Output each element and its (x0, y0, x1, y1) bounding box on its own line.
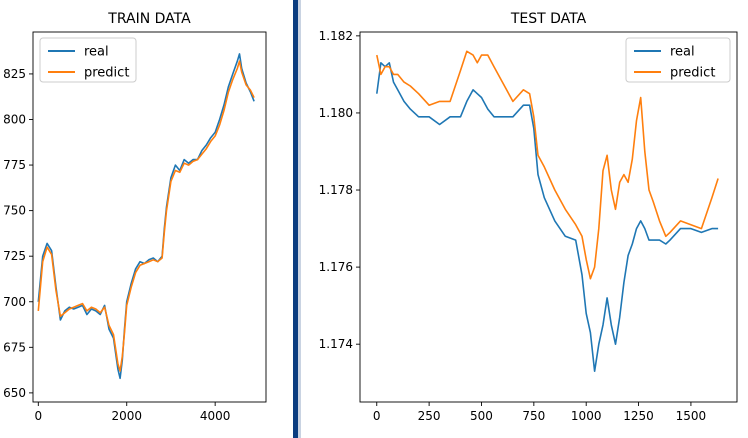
test-data-chart: TEST DATA 0 250 500 750 1000 1250 1500 1.174 1.17… (319, 11, 738, 423)
legend-label-predict: predict (84, 66, 129, 81)
legend-label-predict: predict (670, 66, 715, 81)
legend-label-real: real (84, 45, 109, 60)
x-tick-label: 0 (34, 409, 42, 423)
x-tick-label: 2000 (111, 409, 142, 423)
legend: real predict (625, 37, 731, 83)
y-tick-label: 650 (3, 386, 26, 400)
y-tick-label: 775 (3, 158, 26, 172)
x-tick-label: 4000 (200, 409, 231, 423)
x-tick-label: 750 (522, 409, 545, 423)
chart-title: TRAIN DATA (107, 11, 191, 27)
x-tick-label: 1000 (571, 409, 602, 423)
axes-frame (32, 31, 267, 403)
y-tick-label: 700 (3, 295, 26, 309)
x-tick-label: 1500 (676, 409, 707, 423)
x-tick-label: 500 (470, 409, 493, 423)
x-tick-label: 1250 (623, 409, 654, 423)
series-line-predict (37, 60, 255, 372)
y-tick-label: 800 (3, 112, 26, 126)
panel-divider-shadow (298, 0, 301, 438)
y-tick-label: 675 (3, 340, 26, 354)
panel-divider[interactable] (293, 0, 298, 438)
train-data-chart: TRAIN DATA 0 2000 4000 650 675 700 725 750 775 800… (3, 11, 267, 423)
y-tick-label: 725 (3, 249, 26, 263)
legend-label-real: real (670, 45, 695, 60)
y-tick-label: 825 (3, 67, 26, 81)
x-tick-label: 0 (373, 409, 381, 423)
y-tick-label: 1.182 (319, 29, 353, 43)
legend: real predict (39, 37, 137, 83)
chart-title: TEST DATA (510, 11, 587, 27)
axes-frame (359, 31, 738, 403)
series-line-real (37, 53, 255, 380)
y-tick-label: 750 (3, 204, 26, 218)
series-line-real (376, 61, 719, 373)
y-tick-label: 1.174 (319, 337, 353, 351)
y-tick-label: 1.180 (319, 106, 353, 120)
y-tick-label: 1.176 (319, 260, 353, 274)
series-line-predict (376, 50, 719, 280)
x-tick-label: 250 (418, 409, 441, 423)
y-tick-label: 1.178 (319, 183, 353, 197)
